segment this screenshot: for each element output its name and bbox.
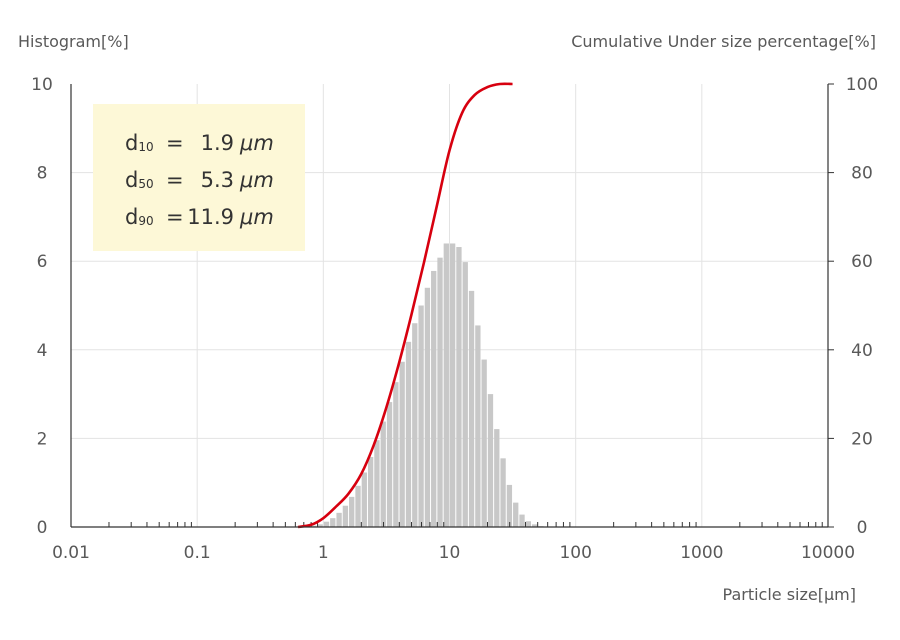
statistic-unit: μm bbox=[239, 168, 274, 192]
histogram-bar bbox=[481, 359, 487, 527]
x-tick-label: 1 bbox=[318, 543, 329, 563]
histogram-bar bbox=[399, 361, 405, 527]
histogram-bar bbox=[437, 257, 443, 527]
right-y-tick-label: 40 bbox=[851, 341, 873, 361]
left-y-tick-label: 6 bbox=[37, 252, 48, 272]
histogram-bar bbox=[443, 243, 449, 528]
left-y-tick-label: 10 bbox=[31, 75, 53, 95]
histogram-bar bbox=[386, 402, 393, 527]
right-y-tick-label: 100 bbox=[846, 75, 878, 95]
x-tick-label: 10000 bbox=[801, 543, 855, 563]
x-tick-label: 100 bbox=[559, 543, 591, 563]
histogram-bar bbox=[494, 429, 500, 527]
right-y-tick-label: 80 bbox=[851, 164, 873, 184]
histogram-bar bbox=[519, 514, 525, 527]
left-axis-title: Histogram[%] bbox=[18, 32, 129, 51]
statistic-equals: = bbox=[166, 131, 184, 155]
histogram-bar bbox=[531, 524, 538, 527]
histogram-bar bbox=[355, 485, 361, 527]
minor-ticks bbox=[108, 522, 823, 527]
left-y-tick-label: 2 bbox=[37, 429, 48, 449]
histogram-bar bbox=[361, 472, 367, 527]
histogram-bar bbox=[424, 287, 431, 527]
histogram-bar bbox=[525, 521, 531, 527]
histogram-bar bbox=[374, 440, 380, 527]
cumulative-curve-layer bbox=[297, 82, 513, 529]
histogram-bar bbox=[349, 496, 355, 527]
histogram-bar bbox=[311, 525, 317, 527]
histogram-bar bbox=[500, 458, 506, 527]
statistic-value: 11.9 bbox=[187, 205, 234, 229]
right-axis-title: Cumulative Under size percentage[%] bbox=[571, 32, 876, 51]
histogram-bar bbox=[418, 305, 424, 527]
statistics-box-background bbox=[93, 104, 305, 251]
statistic-subscript: 50 bbox=[138, 177, 153, 191]
histogram-bar bbox=[323, 521, 330, 527]
histogram-bar bbox=[380, 421, 386, 527]
left-y-tick-label: 8 bbox=[37, 164, 48, 184]
histogram-bars bbox=[311, 243, 544, 528]
histogram-bar bbox=[405, 341, 412, 527]
histogram-bar bbox=[462, 262, 468, 527]
histogram-bar bbox=[317, 524, 323, 527]
histogram-bar bbox=[330, 518, 336, 527]
statistic-equals: = bbox=[166, 205, 184, 229]
histogram-bar bbox=[506, 484, 513, 527]
histogram-bar bbox=[456, 247, 462, 528]
statistic-unit: μm bbox=[239, 205, 274, 229]
histogram-bar bbox=[513, 502, 519, 527]
right-y-tick-label: 20 bbox=[851, 429, 873, 449]
statistic-value: 1.9 bbox=[201, 131, 234, 155]
x-tick-label: 0.1 bbox=[184, 543, 211, 563]
left-y-tick-label: 4 bbox=[37, 341, 48, 361]
x-tick-label: 1000 bbox=[680, 543, 723, 563]
statistic-value: 5.3 bbox=[201, 168, 234, 192]
histogram-bar bbox=[468, 290, 475, 527]
statistic-equals: = bbox=[166, 168, 184, 192]
histogram-bar bbox=[449, 243, 456, 528]
statistic-subscript: 10 bbox=[138, 140, 153, 154]
histogram-bar bbox=[431, 270, 437, 527]
right-y-tick-label: 0 bbox=[857, 518, 868, 538]
histogram-bar bbox=[475, 325, 481, 527]
right-y-tick-label: 60 bbox=[851, 252, 873, 272]
left-y-tick-label: 0 bbox=[37, 518, 48, 538]
histogram-bar bbox=[336, 512, 342, 527]
cumulative-curve bbox=[297, 82, 513, 529]
statistic-unit: μm bbox=[239, 131, 274, 155]
histogram-bar bbox=[393, 382, 399, 527]
plot-frame bbox=[70, 83, 834, 528]
statistic-subscript: 90 bbox=[138, 214, 153, 228]
x-axis-title: Particle size[μm] bbox=[723, 585, 856, 604]
x-tick-label: 10 bbox=[439, 543, 461, 563]
histogram-bar bbox=[342, 505, 349, 527]
histogram-bar bbox=[487, 394, 494, 527]
histogram-bar bbox=[412, 323, 418, 527]
histogram-bar bbox=[367, 457, 374, 527]
x-tick-label: 0.01 bbox=[52, 543, 90, 563]
